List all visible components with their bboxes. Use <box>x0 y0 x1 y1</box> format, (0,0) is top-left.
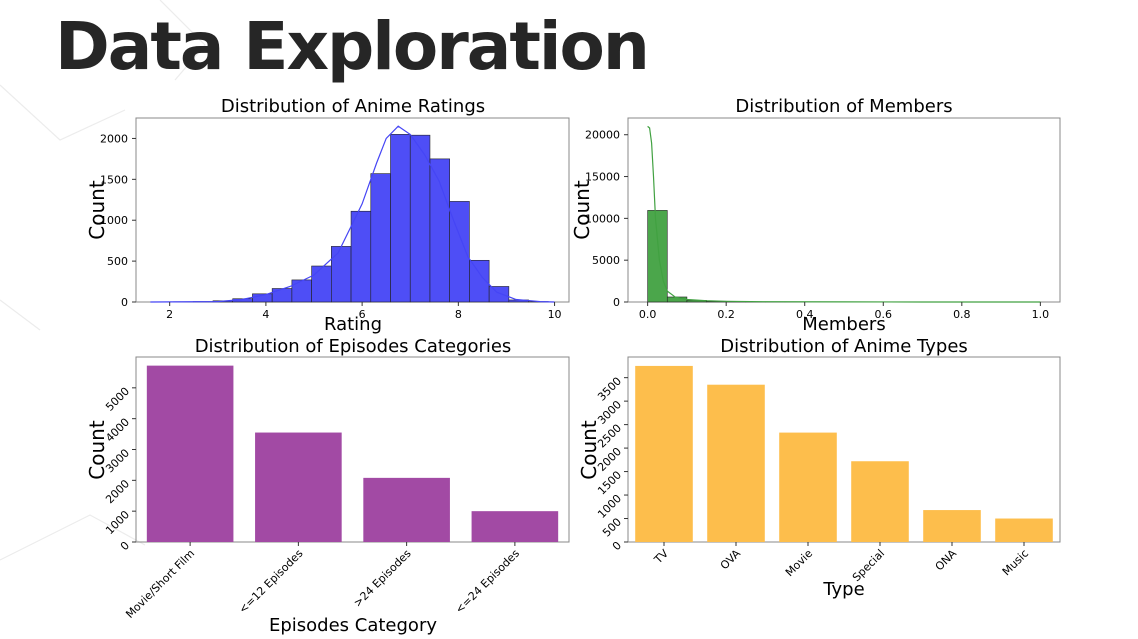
category-bar <box>707 384 765 542</box>
category-bar <box>851 461 909 542</box>
y-tick-label: 500 <box>107 255 128 268</box>
x-axis-label: Rating <box>324 314 382 335</box>
y-tick-label: 3500 <box>595 375 624 404</box>
y-tick-label: 1000 <box>595 492 624 521</box>
category-bar <box>471 511 559 542</box>
x-tick-label: 4 <box>262 308 269 321</box>
y-axis-label: Count <box>570 180 594 240</box>
y-tick-label: 0 <box>121 296 128 309</box>
histogram-bar <box>449 201 470 303</box>
category-bar <box>363 477 450 542</box>
y-axis-label: Count <box>85 420 109 480</box>
y-tick-label: 20000 <box>585 129 620 142</box>
x-tick-label: 0.2 <box>717 308 735 321</box>
category-bar <box>923 510 981 542</box>
x-tick-label: 10 <box>548 308 562 321</box>
y-tick-label: 1500 <box>100 173 128 186</box>
x-tick-label: 8 <box>455 308 462 321</box>
chart-title: Distribution of Anime Types <box>720 336 968 357</box>
x-tick-label: ONA <box>933 547 960 574</box>
x-tick-label: Music <box>1000 547 1031 578</box>
category-bar <box>635 365 693 542</box>
kde-curve <box>150 125 555 303</box>
x-axis-label: Type <box>822 579 864 600</box>
y-tick-label: 1000 <box>100 214 128 227</box>
x-tick-label: 6 <box>359 308 366 321</box>
histogram-bar <box>488 286 510 303</box>
x-tick-label: 0.6 <box>875 308 893 321</box>
x-tick-label: TV <box>651 547 671 567</box>
x-tick-label: 2 <box>166 308 173 321</box>
x-axis-label: Members <box>802 314 885 335</box>
y-axis-label: Count <box>577 420 601 480</box>
y-tick-label: 2000 <box>100 132 128 145</box>
histogram-bar <box>469 259 490 303</box>
chart-title: Distribution of Episodes Categories <box>195 336 512 357</box>
y-tick-label: 0 <box>610 539 624 553</box>
x-tick-label: 0.8 <box>953 308 971 321</box>
category-bar <box>255 432 342 542</box>
plot-frame <box>627 356 1061 543</box>
y-tick-label: 15000 <box>585 171 620 184</box>
category-bar <box>779 432 837 542</box>
y-axis-label: Count <box>85 180 109 240</box>
x-tick-label: 0.4 <box>796 308 814 321</box>
y-tick-label: 0 <box>613 296 620 309</box>
x-axis-label: Episodes Category <box>269 615 437 636</box>
kde-curve <box>647 125 1041 303</box>
slide-title: Data Exploration <box>55 8 650 85</box>
y-tick-label: 5000 <box>592 254 620 267</box>
category-bar <box>995 518 1053 542</box>
category-bar <box>146 365 234 542</box>
chart-title: Distribution of Members <box>735 96 952 117</box>
chart-marks: 0 500 1000 1500 2000 2 4 6 8 10 <box>100 117 570 321</box>
x-tick-label: 1.0 <box>1032 308 1050 321</box>
x-tick-label: Movie <box>783 547 815 579</box>
chart-marks: 0 5000 10000 15000 20000 0.0 0.2 0.4 0.6 0.8 1.0 <box>585 117 1061 321</box>
y-tick-label: 10000 <box>585 212 620 225</box>
chart-title: Distribution of Anime Ratings <box>221 96 485 117</box>
x-tick-label: 0.0 <box>639 308 657 321</box>
x-tick-label: OVA <box>718 547 744 573</box>
